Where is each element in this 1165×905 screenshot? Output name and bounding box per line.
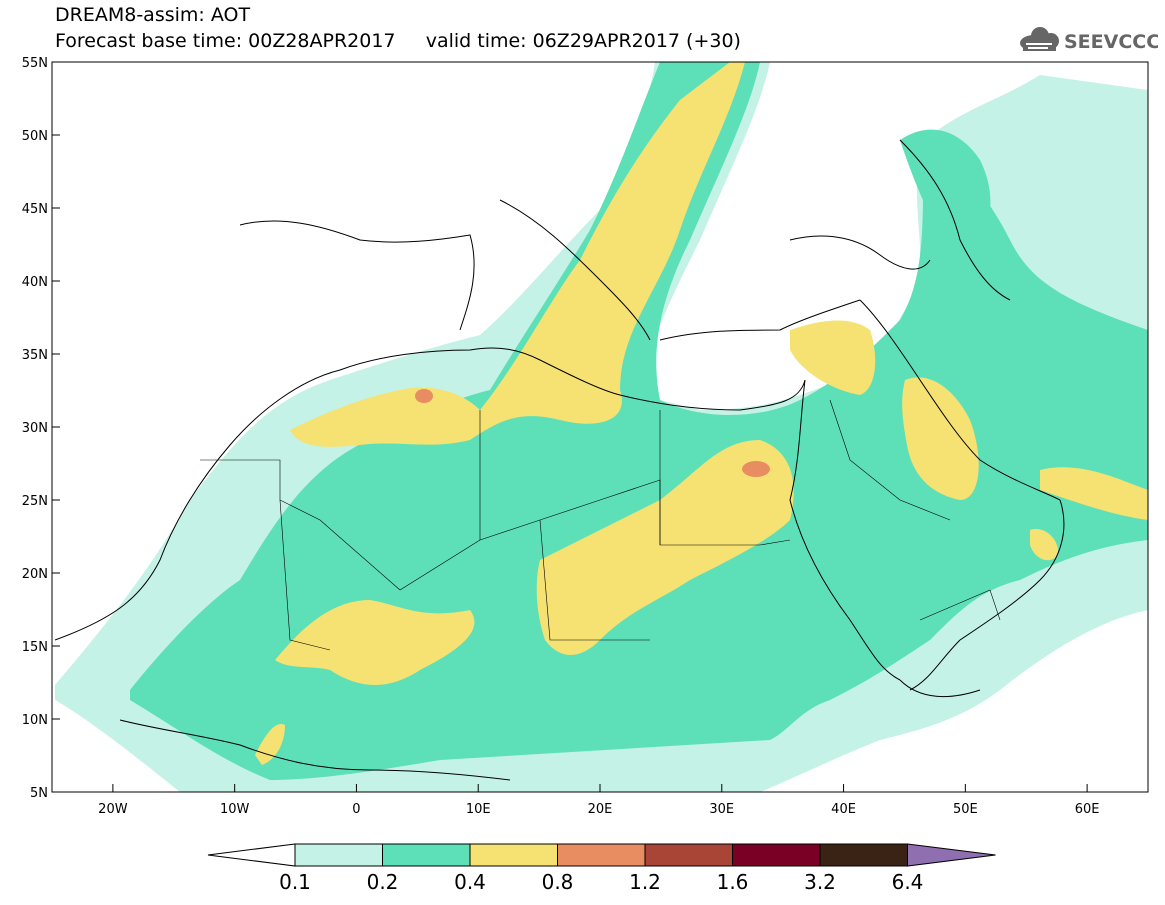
colorbar-label: 6.4: [891, 870, 924, 894]
latitude-axis: 55N 50N 45N 40N 35N 30N 25N 20N 15N 10N 5N: [22, 56, 60, 801]
aot-colorbar: [207, 843, 996, 867]
map-title: DREAM8-assim: AOT: [55, 4, 251, 26]
colorbar-over-arrow: [907, 843, 996, 867]
coastlines: [54, 139, 1065, 781]
colorbar-label: 0.4: [454, 870, 486, 894]
colorbar-label: 3.2: [804, 870, 836, 894]
lon-label: 40E: [831, 802, 856, 817]
lat-label: 5N: [30, 786, 48, 801]
lon-label: 20E: [588, 802, 613, 817]
lat-label: 10N: [22, 713, 48, 728]
longitude-axis: 20W 10W 0 10E 20E 30E 40E 50E 60E: [98, 784, 1099, 817]
aot-contour-0.2: [130, 62, 1148, 780]
colorbar-swatch: [732, 843, 821, 867]
colorbar-swatch: [557, 843, 646, 867]
colorbar-swatch: [644, 843, 733, 867]
aot-contour-0.4f: [1040, 467, 1148, 520]
lat-label: 15N: [22, 640, 48, 655]
colorbar-label: 0.2: [366, 870, 399, 894]
colorbar-under-arrow: [207, 843, 296, 867]
lon-label: 0: [352, 802, 360, 817]
colorbar-swatch: [382, 843, 471, 867]
colorbar-swatch: [469, 843, 558, 867]
aot-field: [52, 62, 1148, 792]
cloud-icon: [1020, 27, 1059, 51]
aot-contour-0.2b: [900, 129, 991, 260]
lat-label: 35N: [22, 348, 48, 363]
lat-label: 50N: [22, 129, 48, 144]
lon-label: 20W: [98, 802, 128, 817]
aot-contour-0.4b: [536, 440, 794, 655]
colorbar-label: 0.8: [541, 870, 574, 894]
lat-label: 55N: [22, 56, 48, 71]
logo-text: SEEVCCC: [1064, 31, 1158, 53]
colorbar-swatch: [294, 843, 383, 867]
aot-contour-0.8b: [742, 461, 770, 477]
aot-contour-0.4a: [290, 62, 745, 447]
aot-contour-0.4h: [255, 724, 285, 765]
lat-label: 20N: [22, 567, 48, 582]
aot-contour-0.8a: [415, 389, 433, 403]
forecast-time-label: Forecast base time: 00Z28APR2017 valid t…: [55, 30, 741, 52]
lat-label: 40N: [22, 275, 48, 290]
lat-label: 25N: [22, 494, 48, 509]
colorbar-label: 0.1: [279, 870, 311, 894]
aot-contour-0.4d: [790, 320, 876, 395]
aot-contour-0.4g: [1030, 529, 1059, 561]
lon-label: 10W: [220, 802, 250, 817]
lat-label: 30N: [22, 421, 48, 436]
lon-label: 10E: [466, 802, 491, 817]
seevccc-logo: SEEVCCC: [1018, 24, 1160, 54]
aot-contour-0.4c: [275, 600, 475, 685]
lat-label: 45N: [22, 202, 48, 217]
country-borders: [200, 399, 1001, 651]
colorbar-label: 1.6: [716, 870, 749, 894]
aot-contour-0.4e: [902, 377, 979, 500]
lon-label: 50E: [953, 802, 978, 817]
colorbar-label: 1.2: [629, 870, 661, 894]
lon-label: 60E: [1075, 802, 1100, 817]
colorbar-swatch: [819, 843, 908, 867]
lon-label: 30E: [709, 802, 734, 817]
